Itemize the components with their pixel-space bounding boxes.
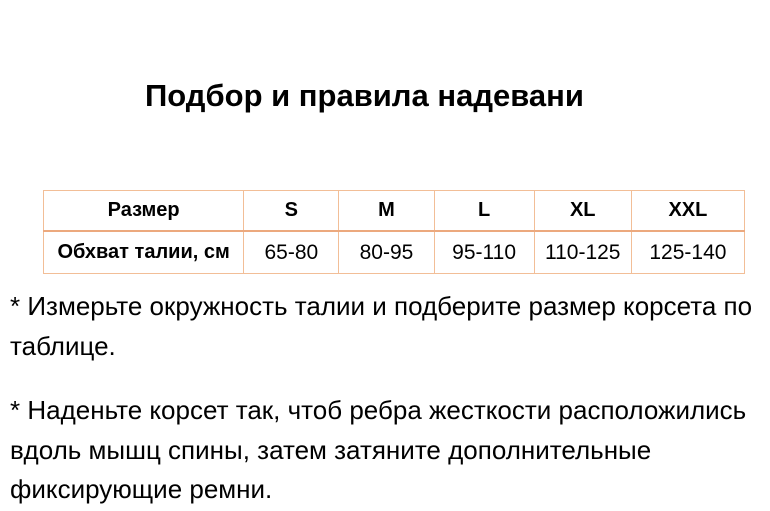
note-wearing-rules-line-3: фиксирующие ремни.	[10, 474, 273, 504]
size-table-header-m: M	[338, 190, 435, 232]
size-table-header-size-label: Размер	[42, 190, 245, 232]
note-wearing-rules: * Наденьте корсет так, чтоб ребра жестко…	[10, 391, 746, 510]
page-title: Подбор и правила надевани	[145, 78, 584, 113]
size-table: Размер S M L XL XXL Обхват талии, см 65-…	[42, 190, 746, 274]
size-table-header-xl: XL	[533, 190, 632, 232]
size-table-header-xxl: XXL	[630, 190, 746, 232]
waist-row-label: Обхват талии, см	[42, 230, 245, 274]
waist-value-xl: 110-125	[533, 230, 632, 274]
waist-value-l: 95-110	[433, 230, 535, 274]
size-table-header-s: S	[243, 190, 340, 232]
waist-value-s: 65-80	[243, 230, 340, 274]
size-table-header-l: L	[433, 190, 535, 232]
size-table-waist-row: Обхват талии, см 65-80 80-95 95-110 110-…	[42, 230, 746, 274]
note-measure-waist: * Измерьте окружность талии и подберите …	[10, 287, 752, 366]
note-measure-waist-line-1: * Измерьте окружность талии и подберите …	[10, 291, 753, 321]
waist-value-xxl: 125-140	[630, 230, 746, 274]
waist-value-m: 80-95	[338, 230, 435, 274]
note-wearing-rules-line-1: * Наденьте корсет так, чтоб ребра жестко…	[10, 395, 747, 425]
size-table-header-row: Размер S M L XL XXL	[42, 190, 746, 232]
note-wearing-rules-line-2: вдоль мышц спины, затем затяните дополни…	[10, 434, 652, 465]
note-measure-waist-line-2: таблице.	[10, 330, 116, 361]
